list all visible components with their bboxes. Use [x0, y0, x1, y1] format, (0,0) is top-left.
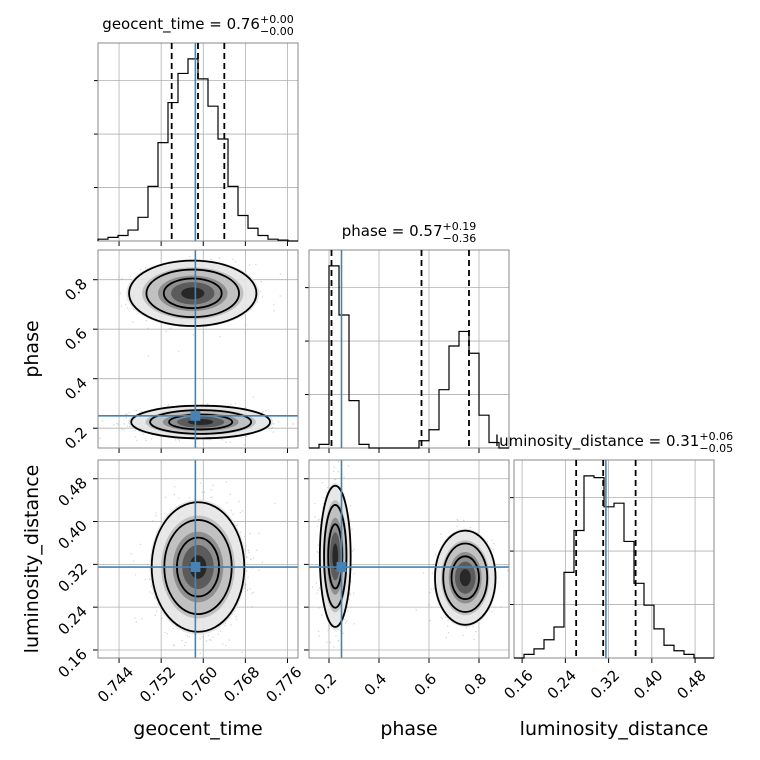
title-upper-error: +0.00 [260, 13, 294, 26]
truth-marker [190, 562, 201, 573]
contour-line [323, 504, 348, 609]
contour-line [450, 555, 480, 601]
contour-line [145, 268, 240, 318]
density-fill [459, 569, 471, 587]
title-main: luminosity_distance = 0.31 [495, 432, 699, 451]
histogram-step [309, 265, 509, 449]
title-upper-error: +0.06 [699, 430, 733, 443]
contour-line [128, 259, 258, 327]
panel-content [99, 255, 294, 446]
x-axis-label-phase: phase [380, 718, 437, 740]
histogram-step [514, 475, 714, 659]
panel-title: phase = 0.57+0.19 [342, 220, 477, 240]
y-axis-label-phase: phase [21, 320, 43, 377]
title-lower-error: −0.36 [443, 232, 477, 245]
scatter-geocent_time-phase-frame [97, 249, 299, 449]
title-upper-error: +0.19 [443, 220, 477, 233]
title-lower-error: −0.00 [260, 25, 294, 38]
hist-panel-luminosity_distance: 0.16 0.24 0.32 0.40 0.48luminosity_distance … [495, 430, 733, 703]
panel-title: luminosity_distance = 0.31+0.06 [495, 430, 733, 451]
hist-luminosity_distance-frame [513, 459, 715, 659]
y-axis-label-luminosity_distance: luminosity_distance [21, 465, 43, 654]
scatter-phase-luminosity_distance-frame [308, 459, 510, 659]
contour-line [149, 409, 253, 435]
contour-line [318, 484, 352, 628]
x-axis-label-luminosity_distance: luminosity_distance [520, 718, 709, 740]
x-axis-label-geocent_time: geocent_time [133, 718, 262, 740]
contour-line [130, 404, 272, 440]
scatter-geocent_time-luminosity_distance-frame [97, 459, 299, 659]
title-main: geocent_time = 0.76 [102, 15, 260, 34]
panel-title: geocent_time = 0.76+0.00 [102, 13, 293, 34]
density-fill [181, 287, 205, 300]
contour-line [434, 529, 497, 626]
hist-panel-phase: phase = 0.57+0.19−0.36 [305, 220, 510, 453]
contour-line [168, 413, 234, 431]
title-main: phase = 0.57 [342, 222, 443, 240]
title-lower-error: −0.05 [699, 442, 733, 455]
truth-marker [336, 562, 347, 573]
hist-panel-geocent_time: geocent_time = 0.76+0.00−0.00 [94, 13, 299, 246]
contour-line [162, 277, 223, 310]
contour-line [442, 542, 489, 613]
truth-marker [190, 410, 201, 421]
